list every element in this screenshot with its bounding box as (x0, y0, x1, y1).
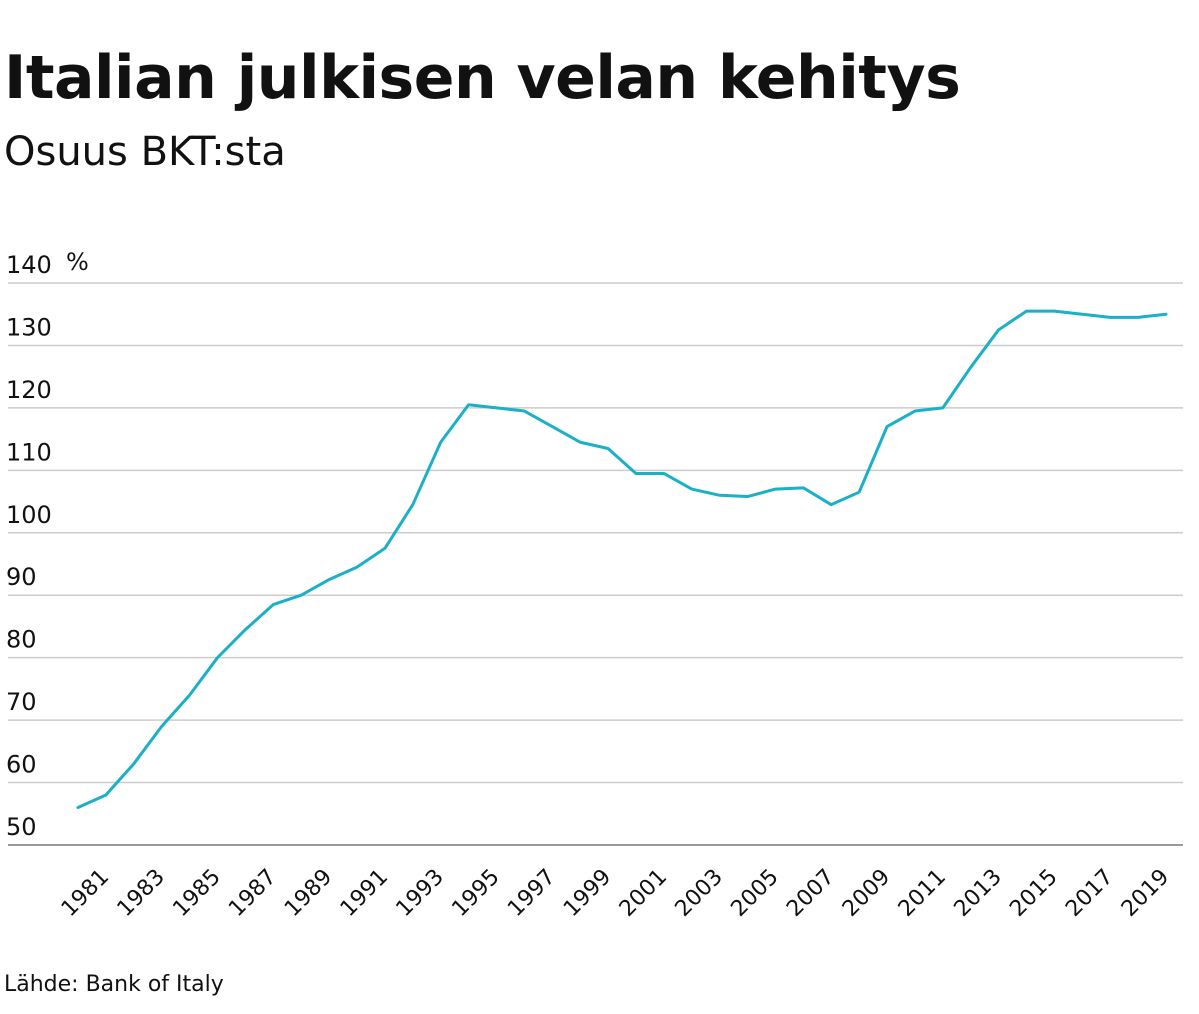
x-tick-label: 1993 (392, 865, 449, 922)
x-tick-label: 2019 (1117, 865, 1174, 922)
x-tick-label: 2007 (782, 865, 839, 922)
series-layer (76, 309, 1168, 810)
x-tick-label: 2013 (950, 865, 1007, 922)
x-tick-label: 1997 (503, 865, 560, 922)
x-tick-label: 2009 (838, 865, 895, 922)
y-tick-label: 80 (6, 626, 37, 654)
x-tick-label: 1995 (447, 865, 504, 922)
y-tick-label: 100 (6, 501, 52, 529)
y-tick-label: 70 (6, 688, 37, 716)
y-tick-label: 110 (6, 438, 52, 466)
x-tick-label: 2005 (726, 865, 783, 922)
y-axis-tick-labels: 50 60 70 80 90 100 110 120 130 140 (6, 251, 52, 841)
y-tick-label: 130 (6, 313, 52, 341)
x-tick-label: 2017 (1061, 865, 1118, 922)
x-tick-label: 2011 (894, 865, 951, 922)
x-axis-tick-labels: 1981198319851987198919911993199519971999… (57, 865, 1174, 922)
gridlines (8, 282, 1183, 846)
y-tick-label: 50 (6, 813, 37, 841)
y-tick-label: 60 (6, 751, 37, 779)
x-tick-label: 1985 (168, 865, 225, 922)
x-tick-label: 1989 (280, 865, 337, 922)
chart-title: Italian julkisen velan kehitys (4, 43, 961, 113)
x-tick-label: 2001 (615, 865, 672, 922)
y-tick-label: 120 (6, 376, 52, 404)
x-tick-label: 1987 (224, 865, 281, 922)
source-note: Lähde: Bank of Italy (4, 972, 224, 997)
x-tick-label: 2015 (1005, 865, 1062, 922)
chart-subtitle: Osuus BKT:sta (4, 129, 286, 175)
x-tick-label: 1991 (336, 865, 393, 922)
y-tick-label: 90 (6, 563, 37, 591)
x-tick-label: 1999 (559, 865, 616, 922)
series-line (76, 309, 1168, 810)
y-tick-label: 140 (6, 251, 52, 279)
x-tick-label: 1983 (113, 865, 170, 922)
x-tick-label: 1981 (57, 865, 114, 922)
y-axis-unit-label: % (66, 248, 89, 276)
x-tick-label: 2003 (671, 865, 728, 922)
